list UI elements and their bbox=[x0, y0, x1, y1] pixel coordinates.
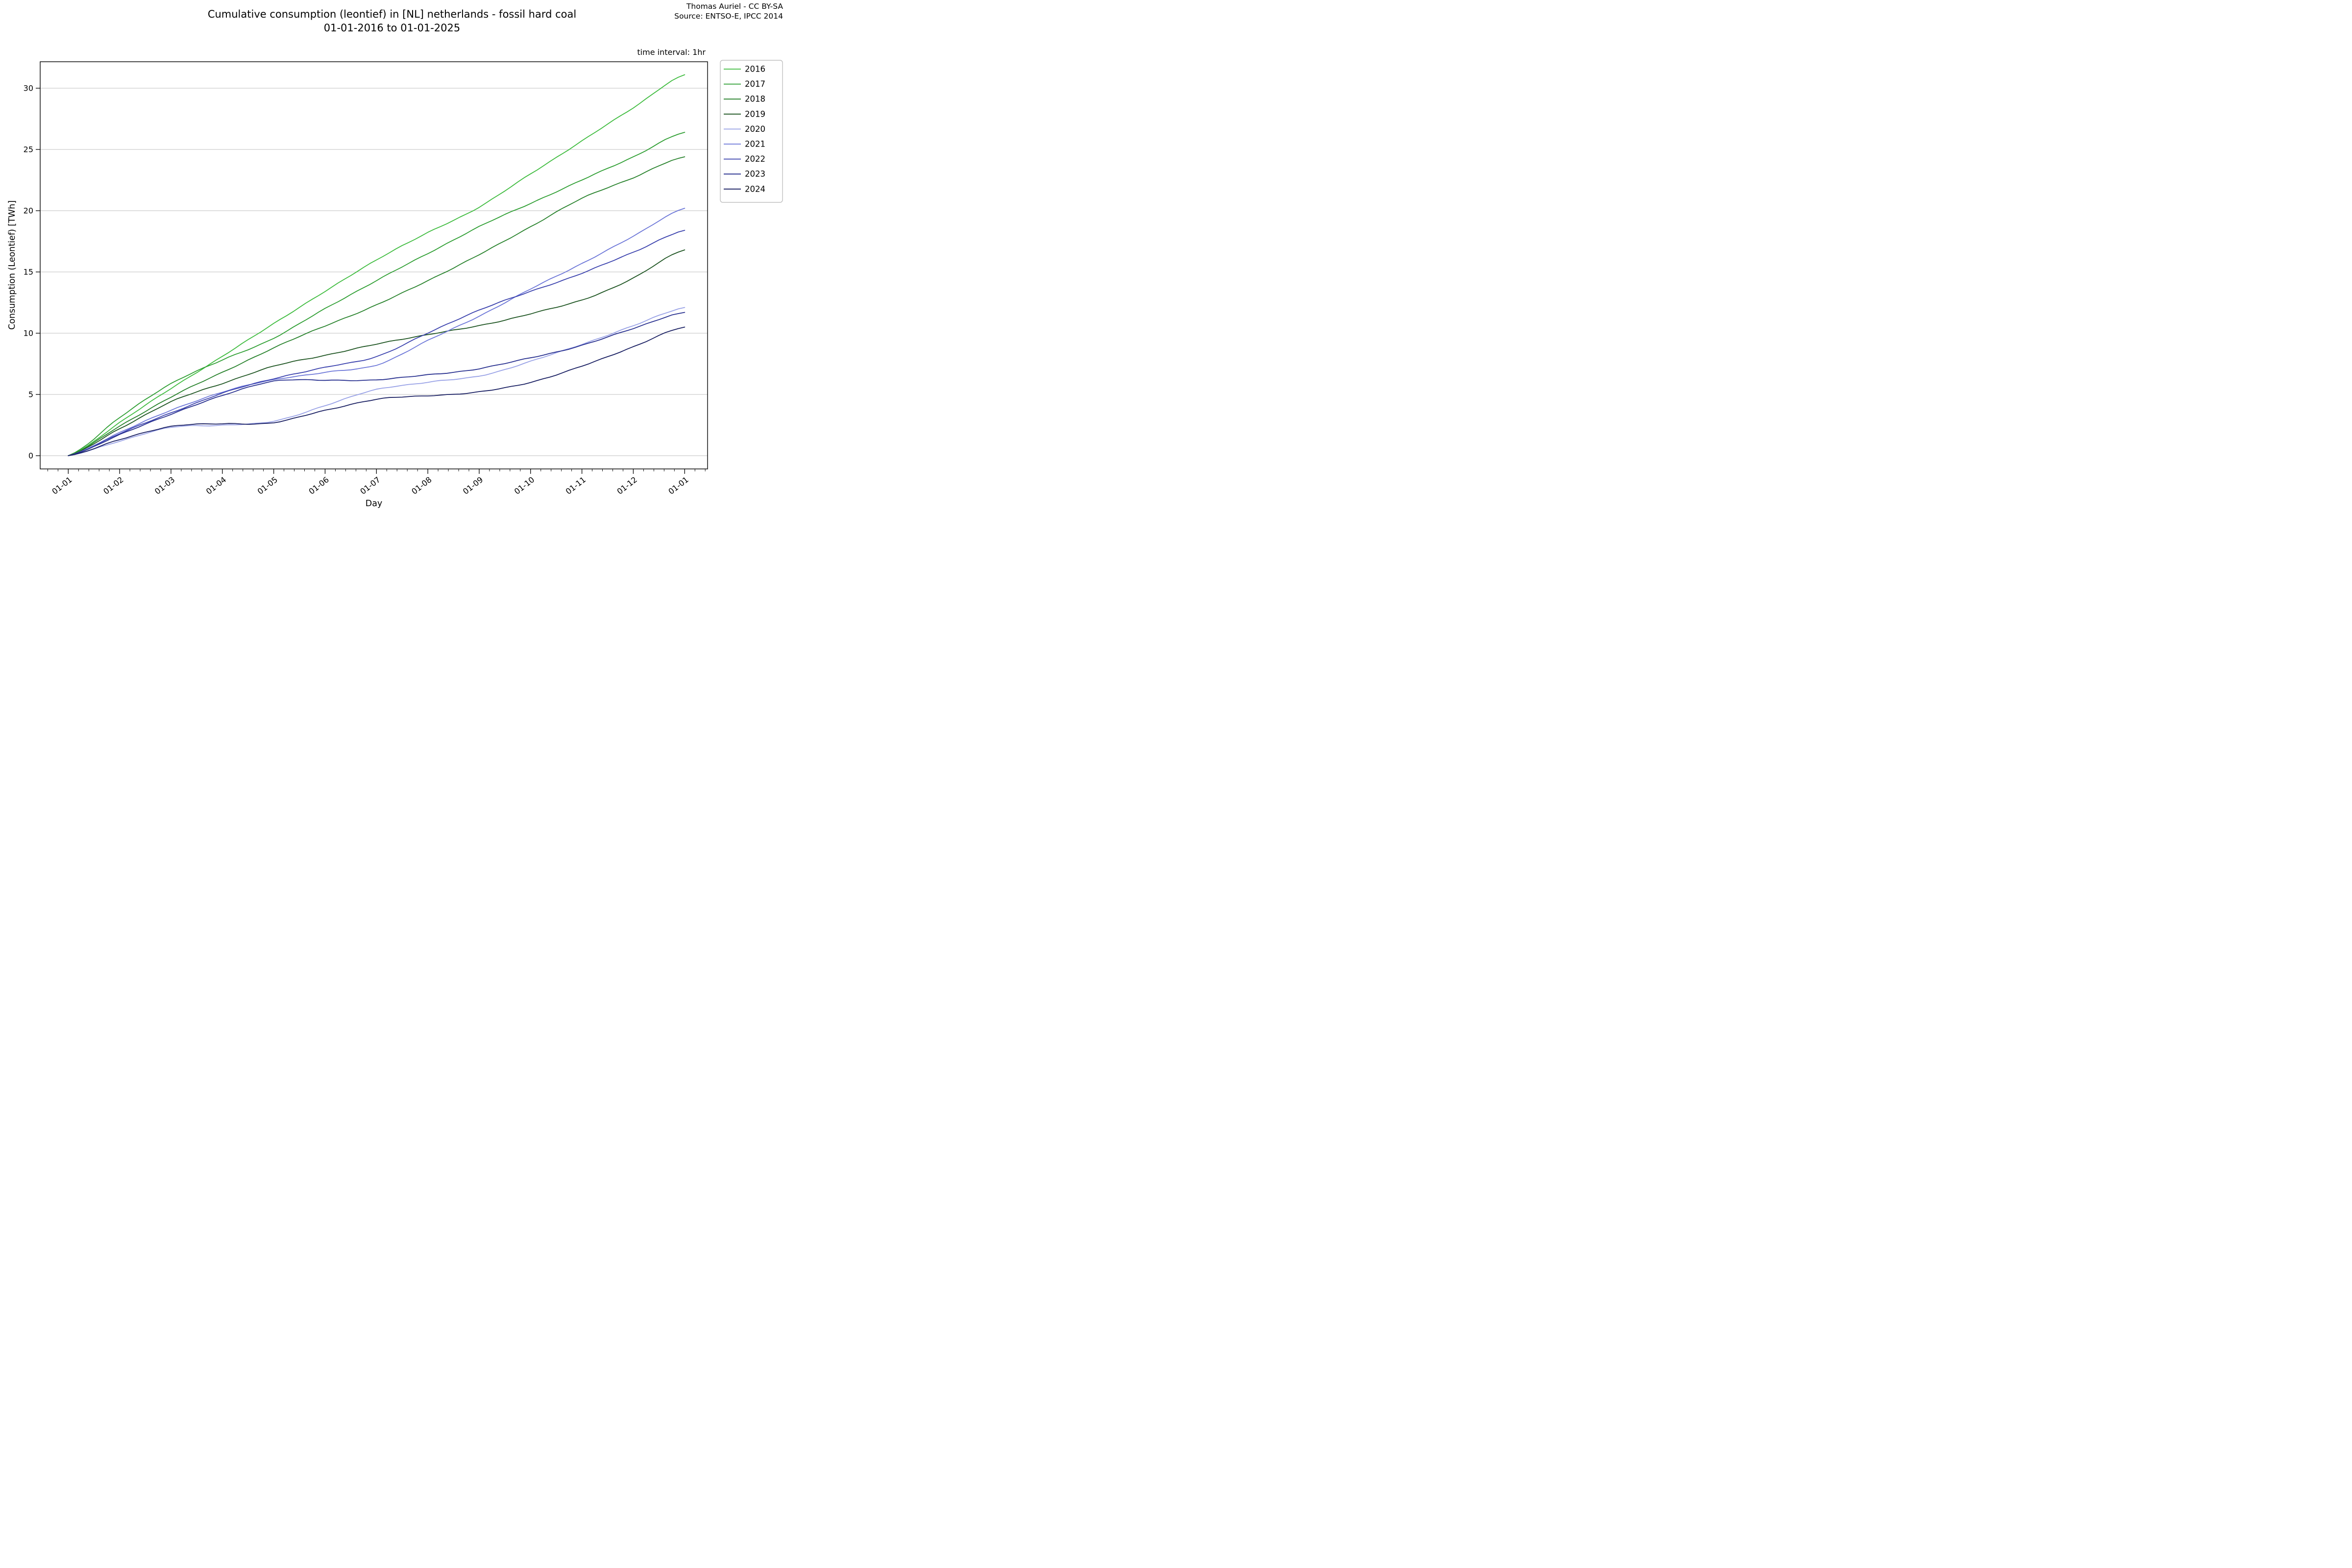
legend-label-2019: 2019 bbox=[745, 109, 765, 119]
y-tick-label-30: 30 bbox=[24, 84, 33, 93]
y-tick-label-5: 5 bbox=[28, 390, 33, 399]
time-interval-note: time interval: 1hr bbox=[637, 48, 706, 57]
legend-label-2021: 2021 bbox=[745, 140, 765, 149]
series-line-2019 bbox=[68, 249, 686, 456]
series-line-2017 bbox=[68, 132, 686, 456]
legend-item-2023: 2023 bbox=[724, 170, 765, 179]
legend-item-2022: 2022 bbox=[724, 154, 765, 164]
chart-page: Cumulative consumption (leontief) in [NL… bbox=[0, 0, 784, 523]
y-axis-label: Consumption (Leontief) [TWh] bbox=[7, 200, 17, 330]
x-axis-label: Day bbox=[366, 499, 383, 509]
series-line-2016 bbox=[68, 74, 686, 456]
series-layer bbox=[68, 74, 686, 456]
x-tick-label-9: 01-10 bbox=[513, 475, 536, 496]
legend-layer: 2016 2017 2018 2019 2020 2021 2022 2023 2024 bbox=[720, 60, 783, 203]
legend-item-2024: 2024 bbox=[724, 184, 765, 194]
legend-label-2016: 2016 bbox=[745, 65, 765, 74]
x-tick-label-0: 01-01 bbox=[50, 475, 74, 496]
attribution-source: Source: ENTSO-E, IPCC 2014 bbox=[674, 12, 783, 21]
series-line-2022 bbox=[68, 230, 686, 456]
legend-item-2021: 2021 bbox=[724, 140, 765, 149]
series-line-2018 bbox=[68, 156, 686, 456]
grid-layer bbox=[40, 88, 708, 456]
legend-label-2024: 2024 bbox=[745, 184, 765, 194]
x-tick-label-11: 01-12 bbox=[615, 475, 639, 496]
x-tick-label-1: 01-02 bbox=[101, 475, 125, 496]
legend-label-2022: 2022 bbox=[745, 154, 765, 164]
legend-item-2018: 2018 bbox=[724, 95, 765, 104]
legend-item-2020: 2020 bbox=[724, 124, 765, 134]
x-tick-label-2: 01-03 bbox=[153, 475, 176, 496]
series-line-2023 bbox=[68, 312, 686, 456]
y-tick-label-10: 10 bbox=[24, 329, 33, 338]
legend-item-2017: 2017 bbox=[724, 79, 765, 89]
x-tick-label-12: 01-01 bbox=[666, 475, 690, 496]
x-tick-label-7: 01-08 bbox=[410, 475, 433, 496]
legend-label-2017: 2017 bbox=[745, 79, 765, 89]
x-tick-label-5: 01-06 bbox=[307, 475, 331, 496]
legend-label-2018: 2018 bbox=[745, 95, 765, 104]
y-tick-label-15: 15 bbox=[24, 268, 33, 277]
y-tick-label-0: 0 bbox=[28, 451, 33, 461]
y-tick-label-25: 25 bbox=[24, 145, 33, 154]
chart-canvas: Cumulative consumption (leontief) in [NL… bbox=[7, 2, 783, 509]
legend-label-2023: 2023 bbox=[745, 170, 765, 179]
legend-label-2020: 2020 bbox=[745, 124, 765, 134]
attribution-author: Thomas Auriel - CC BY-SA bbox=[686, 2, 783, 11]
x-tick-label-4: 01-05 bbox=[256, 475, 279, 496]
x-tick-label-6: 01-07 bbox=[358, 475, 382, 496]
y-tick-label-20: 20 bbox=[24, 206, 33, 216]
series-line-2020 bbox=[68, 307, 686, 456]
x-tick-label-3: 01-04 bbox=[204, 475, 228, 496]
series-line-2024 bbox=[68, 326, 686, 456]
legend-box bbox=[720, 60, 783, 203]
chart-title-line1: Cumulative consumption (leontief) in [NL… bbox=[208, 8, 576, 20]
legend-item-2016: 2016 bbox=[724, 65, 765, 74]
plot-border bbox=[40, 61, 708, 469]
x-tick-label-8: 01-09 bbox=[461, 475, 485, 496]
series-line-2021 bbox=[68, 208, 686, 456]
legend-item-2019: 2019 bbox=[724, 109, 765, 119]
x-tick-label-10: 01-11 bbox=[564, 475, 588, 496]
chart-title-line2: 01-01-2016 to 01-01-2025 bbox=[324, 22, 461, 34]
